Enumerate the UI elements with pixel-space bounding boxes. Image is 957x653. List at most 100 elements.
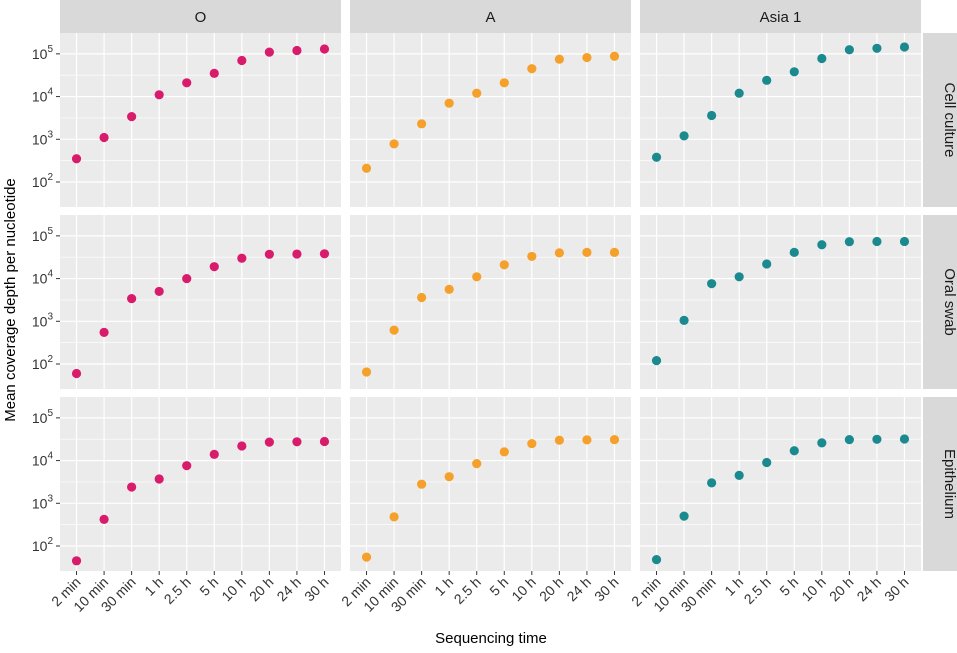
y-axes: 102 103 104 105 102 103 104 105 102 103 104 105 bbox=[32, 44, 60, 554]
data-point bbox=[154, 286, 164, 297]
data-point bbox=[127, 482, 137, 492]
data-point bbox=[99, 327, 109, 337]
data-point bbox=[762, 259, 772, 269]
data-point bbox=[844, 237, 854, 247]
data-point bbox=[182, 78, 192, 88]
data-point bbox=[499, 260, 509, 270]
data-point bbox=[417, 119, 427, 129]
data-point bbox=[789, 446, 799, 456]
x-axis-title: Sequencing time bbox=[435, 630, 547, 647]
data-point bbox=[582, 52, 592, 63]
y-tick-label: 103 bbox=[32, 129, 54, 147]
data-point bbox=[154, 474, 164, 484]
data-point bbox=[734, 470, 744, 480]
row-strips: Cell culture Oral swab Epithelium bbox=[923, 33, 957, 571]
x-tick-label: 30 h bbox=[591, 574, 622, 605]
data-point bbox=[264, 437, 274, 447]
strip-row-1 bbox=[923, 215, 957, 389]
strip-column-2 bbox=[640, 0, 921, 33]
data-point bbox=[899, 42, 910, 52]
data-point bbox=[527, 64, 537, 74]
x-tick-label: 10 h bbox=[508, 574, 539, 605]
strip-label-row: Epithelium bbox=[941, 449, 957, 519]
panel bbox=[60, 33, 341, 207]
data-point bbox=[292, 249, 302, 259]
y-tick-label: 102 bbox=[32, 172, 54, 190]
y-tick-label: 105 bbox=[32, 44, 54, 62]
data-point bbox=[844, 434, 854, 445]
data-point bbox=[679, 315, 689, 325]
data-point bbox=[817, 240, 827, 250]
data-point bbox=[499, 78, 509, 88]
panel bbox=[60, 215, 341, 389]
panel bbox=[60, 397, 341, 571]
data-point bbox=[817, 53, 827, 64]
data-point bbox=[319, 44, 330, 54]
y-tick-label: 105 bbox=[32, 408, 54, 426]
data-point bbox=[734, 88, 744, 98]
data-point bbox=[209, 449, 219, 459]
data-point bbox=[361, 367, 372, 377]
data-point bbox=[361, 163, 372, 173]
data-point bbox=[99, 132, 109, 143]
y-tick-label: 104 bbox=[32, 451, 54, 469]
data-point bbox=[361, 552, 372, 562]
data-point bbox=[789, 67, 799, 77]
data-point bbox=[707, 110, 717, 121]
data-point bbox=[417, 479, 427, 489]
strip-label-row: Oral swab bbox=[941, 268, 957, 336]
panel bbox=[640, 215, 921, 389]
data-point bbox=[609, 247, 620, 257]
y-axis: 102 103 104 105 bbox=[32, 408, 60, 554]
x-tick-label: 30 h bbox=[301, 574, 332, 605]
panel-background bbox=[60, 33, 341, 207]
x-tick-label: 2.5 h bbox=[451, 574, 484, 607]
data-point bbox=[872, 43, 882, 53]
data-point bbox=[319, 249, 330, 259]
data-point bbox=[582, 247, 592, 257]
panel-background bbox=[640, 397, 921, 571]
data-point bbox=[554, 435, 564, 445]
data-point bbox=[651, 555, 662, 565]
panel-background bbox=[350, 33, 631, 207]
panel bbox=[350, 33, 631, 207]
data-point bbox=[292, 437, 302, 447]
data-point bbox=[389, 325, 399, 335]
data-point bbox=[71, 368, 82, 379]
y-tick-label: 103 bbox=[32, 493, 54, 511]
data-point bbox=[527, 438, 537, 449]
data-point bbox=[651, 152, 662, 162]
data-point bbox=[707, 478, 717, 488]
strip-column-1 bbox=[350, 0, 631, 33]
x-tick-label: 2.5 h bbox=[161, 574, 194, 607]
data-point bbox=[609, 51, 620, 61]
x-tick-label: 10 h bbox=[798, 574, 829, 605]
data-point bbox=[154, 90, 164, 100]
y-axis: 102 103 104 105 bbox=[32, 44, 60, 190]
data-point bbox=[734, 272, 744, 282]
panel bbox=[640, 397, 921, 571]
data-point bbox=[444, 284, 454, 294]
panel-background bbox=[640, 33, 921, 207]
x-tick-label: 20 h bbox=[536, 574, 567, 605]
y-tick-label: 102 bbox=[32, 536, 54, 554]
x-tick-label: 24 h bbox=[853, 574, 884, 605]
y-tick-label: 103 bbox=[32, 311, 54, 329]
strip-row-0 bbox=[923, 33, 957, 207]
y-tick-label: 102 bbox=[32, 354, 54, 372]
data-point bbox=[237, 441, 247, 451]
strip-column-0 bbox=[60, 0, 341, 33]
y-axis-title: Mean coverage depth per nucleotide bbox=[2, 178, 19, 422]
panel-background bbox=[60, 215, 341, 389]
data-point bbox=[899, 236, 910, 247]
data-point bbox=[554, 248, 564, 258]
strip-label-column: Asia 1 bbox=[760, 9, 802, 26]
data-point bbox=[389, 512, 399, 522]
data-point bbox=[444, 98, 454, 108]
data-point bbox=[679, 511, 689, 521]
data-point bbox=[844, 45, 854, 55]
data-point bbox=[71, 154, 82, 164]
